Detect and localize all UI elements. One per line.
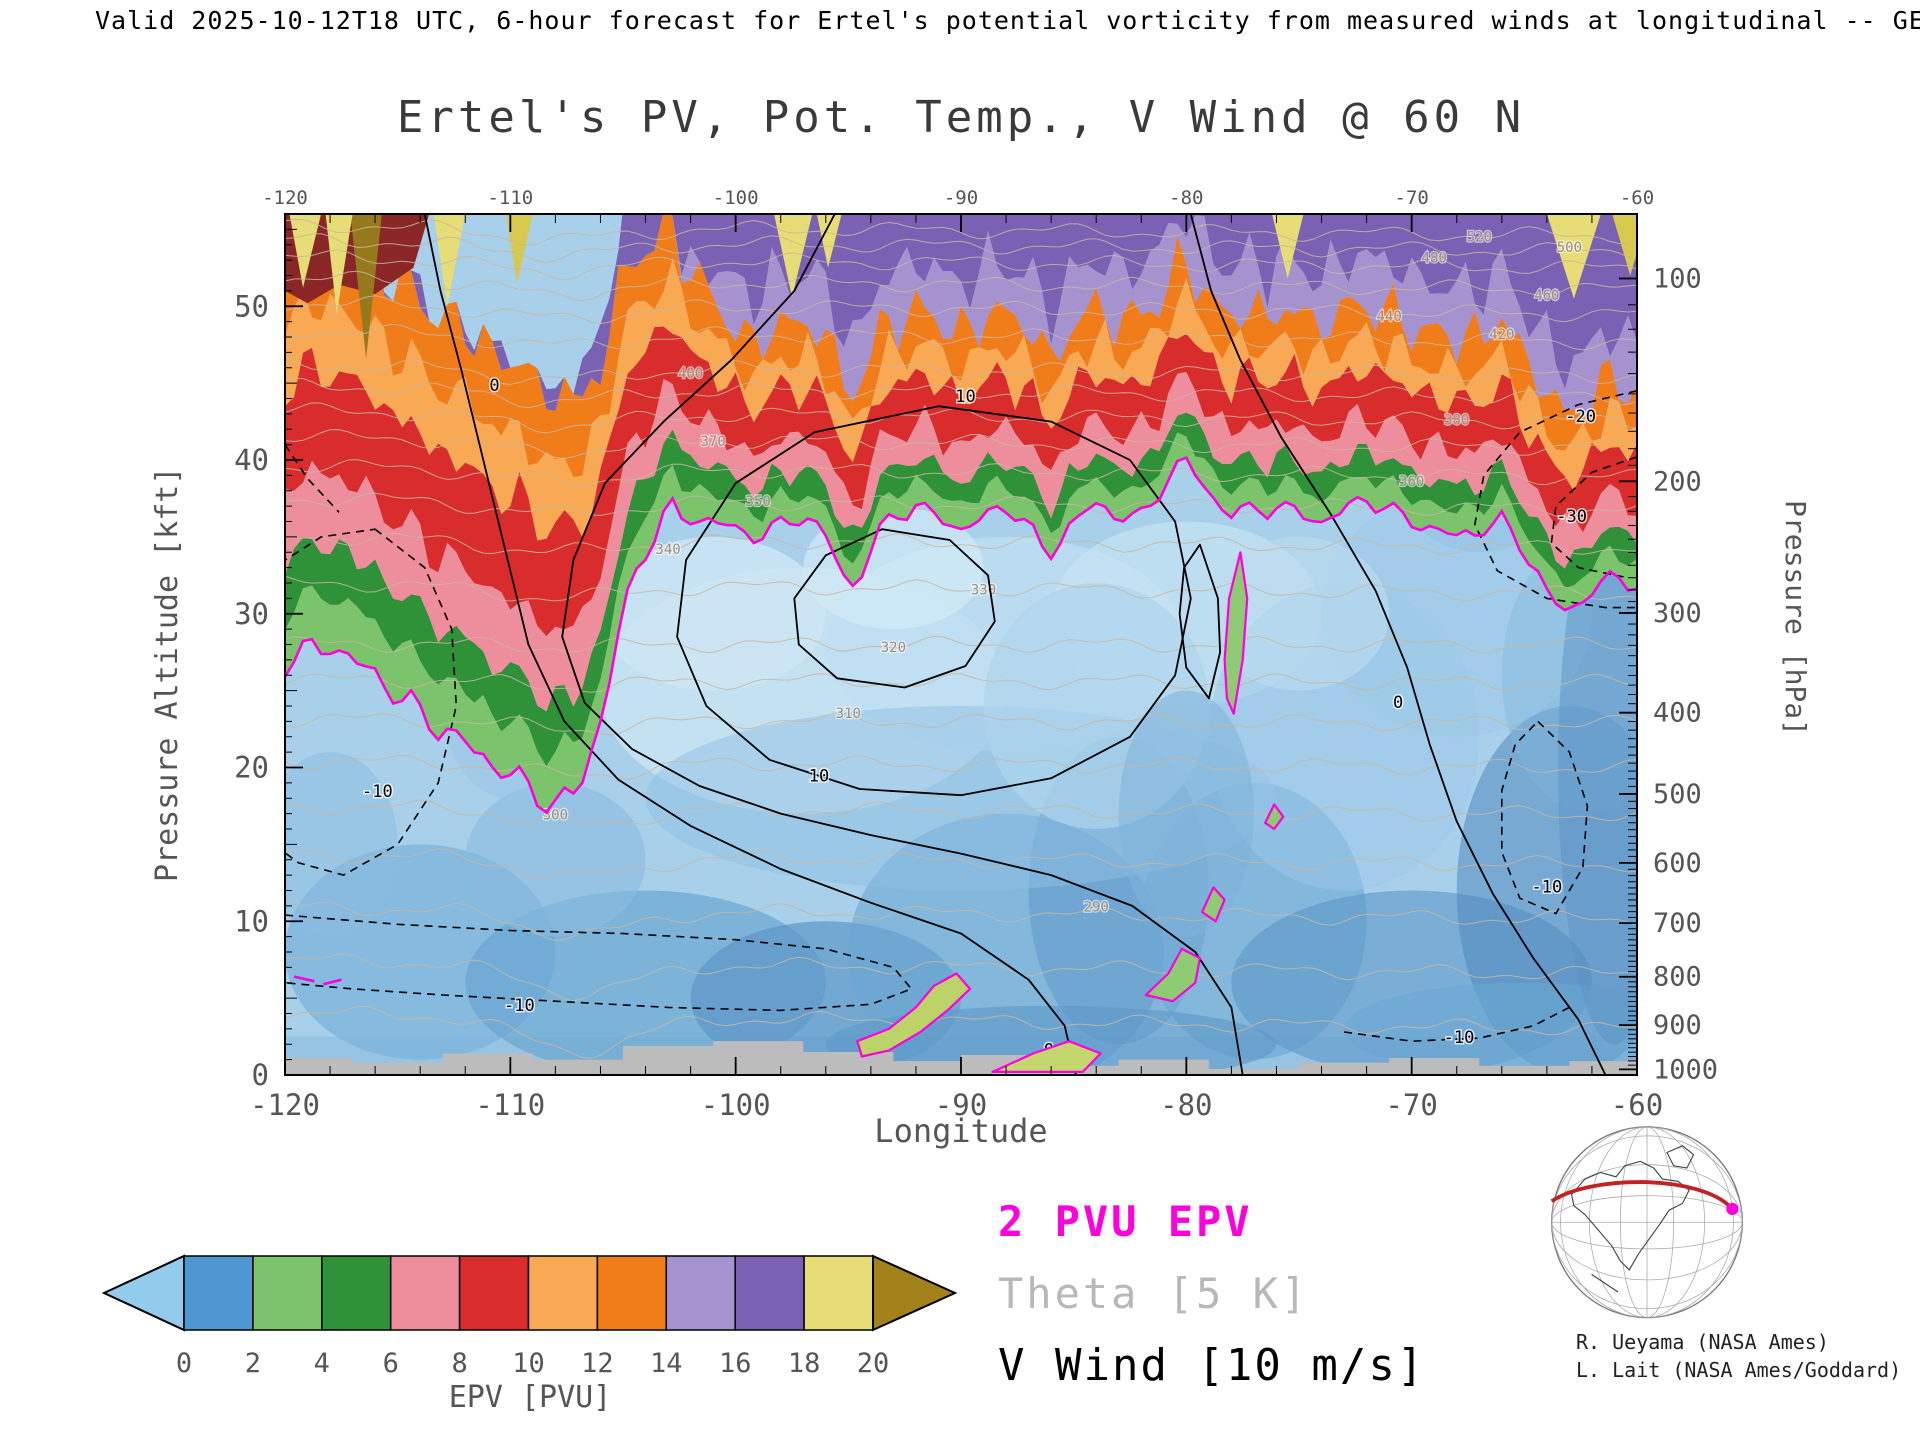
- svg-text:380: 380: [1444, 412, 1469, 428]
- svg-text:40: 40: [234, 443, 269, 477]
- svg-text:-110: -110: [475, 1088, 545, 1122]
- svg-text:520: 520: [1467, 229, 1492, 245]
- svg-text:8: 8: [451, 1348, 467, 1379]
- svg-text:-10: -10: [504, 996, 535, 1016]
- svg-text:400: 400: [678, 366, 703, 382]
- svg-text:330: 330: [971, 583, 996, 599]
- svg-text:10: 10: [234, 904, 269, 938]
- svg-text:350: 350: [746, 494, 771, 510]
- svg-text:800: 800: [1653, 962, 1702, 993]
- svg-text:30: 30: [234, 597, 269, 631]
- svg-text:12: 12: [581, 1348, 614, 1379]
- svg-text:420: 420: [1489, 327, 1514, 343]
- svg-text:310: 310: [836, 706, 861, 722]
- legend-2pvu-line: 2 PVU EPV: [998, 1197, 1253, 1246]
- legend-theta: Theta [5 K]: [998, 1269, 1310, 1318]
- svg-text:480: 480: [1422, 250, 1447, 266]
- svg-text:500: 500: [1653, 779, 1702, 810]
- y-axis-left-title: Pressure Altitude [kft]: [150, 466, 185, 882]
- svg-text:-80: -80: [1169, 187, 1203, 209]
- svg-text:18: 18: [788, 1348, 821, 1379]
- svg-text:-100: -100: [701, 1088, 771, 1122]
- svg-text:-70: -70: [1385, 1088, 1437, 1122]
- y-axis-right-title: Pressure [hPa]: [1779, 500, 1812, 737]
- svg-text:100: 100: [1653, 263, 1702, 294]
- svg-text:20: 20: [234, 751, 269, 785]
- svg-text:-70: -70: [1395, 187, 1429, 209]
- svg-text:2: 2: [245, 1348, 261, 1379]
- svg-text:20: 20: [857, 1348, 890, 1379]
- svg-text:-100: -100: [713, 187, 759, 209]
- svg-text:10: 10: [809, 767, 829, 787]
- svg-text:4: 4: [314, 1348, 330, 1379]
- svg-text:-60: -60: [1620, 187, 1654, 209]
- svg-text:320: 320: [881, 640, 906, 656]
- svg-text:0: 0: [252, 1058, 269, 1092]
- svg-text:-90: -90: [944, 187, 978, 209]
- svg-text:10: 10: [512, 1348, 545, 1379]
- svg-text:-120: -120: [250, 1088, 320, 1122]
- svg-text:0: 0: [176, 1348, 192, 1379]
- svg-text:400: 400: [1653, 698, 1702, 729]
- svg-text:600: 600: [1653, 848, 1702, 879]
- credit-line-1: R. Ueyama (NASA Ames): [1576, 1330, 1829, 1354]
- svg-text:-10: -10: [362, 782, 393, 802]
- svg-text:-20: -20: [1565, 407, 1596, 427]
- legend-vwind: V Wind [10 m/s]: [998, 1340, 1426, 1391]
- svg-text:360: 360: [1399, 474, 1424, 490]
- svg-text:1000: 1000: [1653, 1054, 1718, 1085]
- svg-text:290: 290: [1084, 899, 1109, 915]
- svg-text:6: 6: [383, 1348, 399, 1379]
- chart-title: Ertel's PV, Pot. Temp., V Wind @ 60 N: [396, 92, 1526, 143]
- svg-text:0: 0: [489, 376, 499, 396]
- svg-text:-10: -10: [1532, 877, 1563, 897]
- svg-text:10: 10: [955, 387, 975, 407]
- x-axis-title: Longitude: [874, 1112, 1048, 1150]
- svg-text:14: 14: [650, 1348, 683, 1379]
- location-globe-inset: [1550, 1126, 1743, 1319]
- svg-text:16: 16: [719, 1348, 752, 1379]
- credit-line-2: L. Lait (NASA Ames/Goddard): [1576, 1358, 1902, 1382]
- cross-section-track: [1550, 1180, 1733, 1210]
- svg-text:460: 460: [1534, 288, 1559, 304]
- svg-text:200: 200: [1653, 466, 1702, 497]
- svg-text:-10: -10: [1444, 1028, 1475, 1048]
- validity-header: Valid 2025-10-12T18 UTC, 6-hour forecast…: [95, 6, 1920, 35]
- svg-text:-30: -30: [1556, 507, 1587, 527]
- svg-text:-60: -60: [1611, 1088, 1663, 1122]
- globe-continents: [1571, 1145, 1695, 1293]
- svg-text:-110: -110: [487, 187, 533, 209]
- svg-text:340: 340: [655, 542, 680, 558]
- svg-text:-90: -90: [935, 1088, 987, 1122]
- svg-text:440: 440: [1376, 309, 1401, 325]
- svg-text:-80: -80: [1160, 1088, 1212, 1122]
- svg-text:50: 50: [234, 289, 269, 323]
- svg-text:300: 300: [1653, 598, 1702, 629]
- svg-text:900: 900: [1653, 1010, 1702, 1041]
- track-endpoint-marker: [1726, 1202, 1739, 1216]
- svg-text:0: 0: [1393, 693, 1403, 713]
- svg-text:500: 500: [1557, 240, 1582, 256]
- svg-text:700: 700: [1653, 908, 1702, 939]
- svg-text:370: 370: [700, 434, 725, 450]
- colorbar-label: EPV [PVU]: [448, 1380, 612, 1415]
- svg-text:-120: -120: [262, 187, 308, 209]
